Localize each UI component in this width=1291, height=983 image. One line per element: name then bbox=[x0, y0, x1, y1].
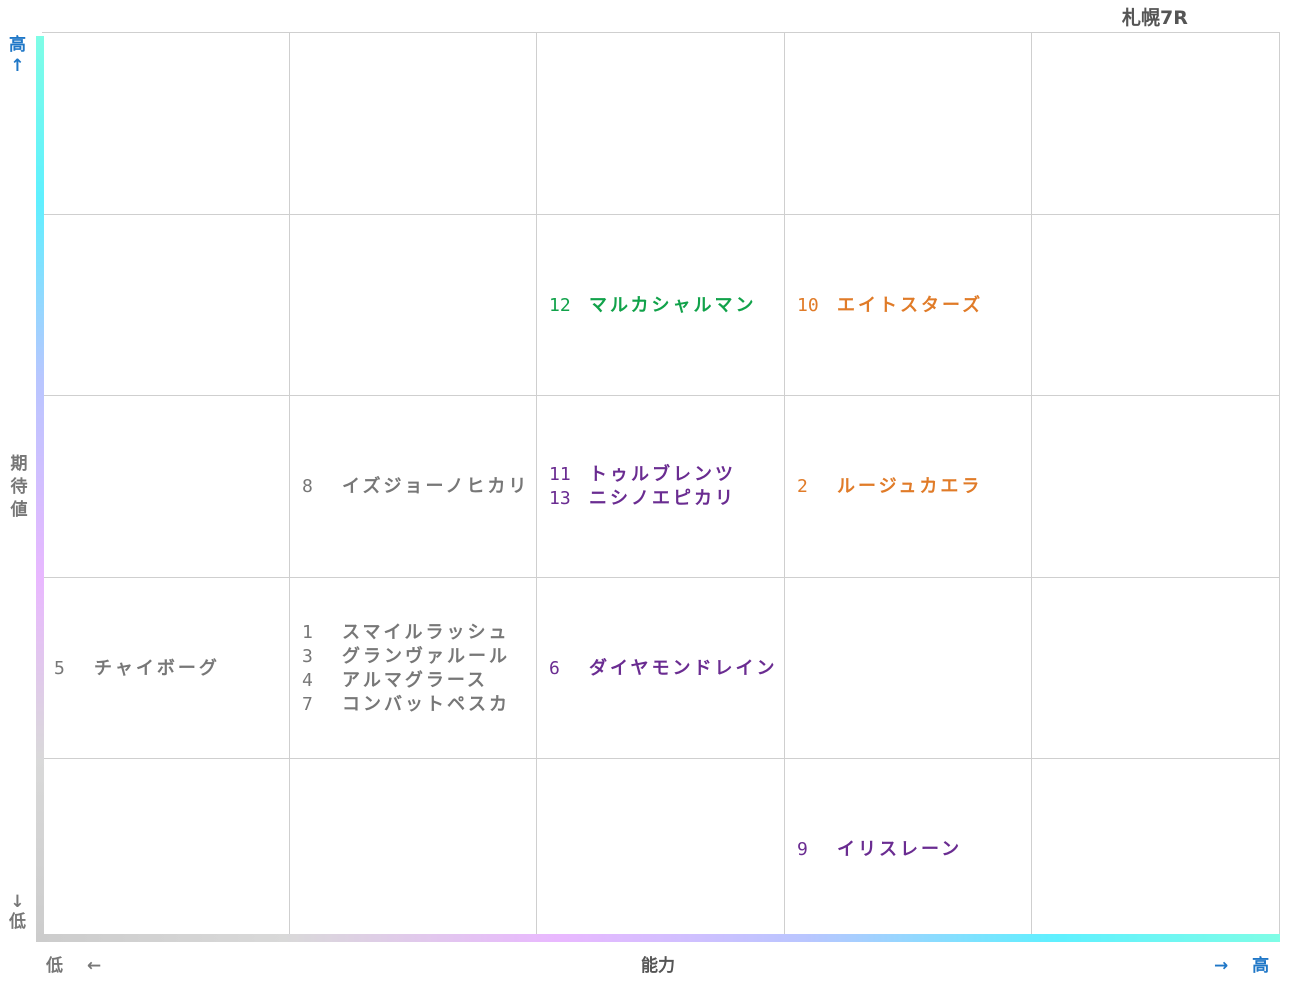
grid-cell bbox=[785, 215, 1032, 396]
grid-cell bbox=[785, 578, 1032, 759]
grid-cell bbox=[537, 33, 785, 215]
up-arrow-icon: ↑ bbox=[10, 56, 25, 76]
grid-cell bbox=[1032, 33, 1280, 215]
horse-number: 10 bbox=[797, 294, 819, 316]
grid-cell bbox=[42, 215, 290, 396]
grid-cell bbox=[42, 396, 290, 578]
horse-group: 5 チャイボーグ bbox=[54, 657, 220, 681]
grid-cell bbox=[42, 578, 290, 759]
y-axis-title: 期待値 bbox=[9, 453, 31, 522]
grid-cell bbox=[1032, 578, 1280, 759]
horse-number: 2 bbox=[797, 476, 808, 497]
horse-number: 12 bbox=[549, 294, 571, 316]
grid-cell bbox=[42, 759, 290, 941]
y-axis-label: 期待値 bbox=[10, 454, 28, 520]
horse-entry: 13 ニシノエピカリ bbox=[549, 487, 736, 511]
grid-cell bbox=[290, 759, 537, 941]
horse-group: 1 スマイルラッシュ 3 グランヴァルール 4 アルマグラース 7 コンバットペスカ bbox=[302, 621, 510, 717]
horse-name: ルージュカエラ bbox=[837, 476, 983, 497]
grid-cell bbox=[537, 759, 785, 941]
horse-group: 2 ルージュカエラ bbox=[797, 475, 982, 499]
horse-group: 10 エイトスターズ bbox=[797, 294, 983, 318]
horse-number: 9 bbox=[797, 839, 808, 860]
quadrant-chart: 12 マルカシャルマン 10 エイトスターズ 8 イズジョーノヒカリ 11 トゥルブレンツ 13… bbox=[42, 32, 1280, 941]
x-axis-label: 能力 bbox=[641, 956, 675, 976]
horse-entry: 1 スマイルラッシュ bbox=[302, 621, 510, 645]
grid-cell bbox=[785, 396, 1032, 578]
grid-cell bbox=[537, 578, 785, 759]
left-arrow-icon: ← bbox=[86, 956, 102, 976]
horse-name: ダイヤモンドレイン bbox=[589, 657, 778, 679]
horse-name: トゥルブレンツ bbox=[589, 464, 736, 485]
x-low-text: 低 bbox=[46, 956, 63, 976]
x-high-text: 高 bbox=[1252, 956, 1270, 976]
right-arrow-icon: → bbox=[1214, 956, 1229, 976]
y-axis-high: 高 ↑ bbox=[9, 34, 26, 75]
horse-number: 5 bbox=[54, 657, 65, 679]
horse-name: グランヴァルール bbox=[342, 645, 510, 667]
chart-title: 札幌7R bbox=[1122, 7, 1188, 29]
horse-entry: 2 ルージュカエラ bbox=[797, 475, 982, 499]
grid-cell bbox=[290, 215, 537, 396]
grid-cell bbox=[1032, 759, 1280, 941]
grid-cell bbox=[785, 33, 1032, 215]
horse-name: チャイボーグ bbox=[94, 657, 220, 679]
grid-cell bbox=[290, 396, 537, 578]
grid-cell bbox=[290, 33, 537, 215]
horse-group: 6 ダイヤモンドレイン bbox=[549, 657, 777, 681]
horse-name: マルカシャルマン bbox=[589, 294, 757, 316]
y-high-text: 高 bbox=[9, 35, 26, 55]
horse-number: 3 bbox=[302, 645, 313, 667]
horse-entry: 11 トゥルブレンツ bbox=[549, 463, 736, 487]
down-arrow-icon: ↓ bbox=[10, 892, 25, 912]
horse-name: コンバットペスカ bbox=[342, 693, 510, 715]
y-low-text: 低 bbox=[9, 912, 26, 932]
grid-cell bbox=[290, 578, 537, 759]
grid-cell bbox=[537, 215, 785, 396]
horse-number: 1 bbox=[302, 621, 313, 643]
horse-name: ニシノエピカリ bbox=[589, 488, 736, 509]
grid-cell bbox=[1032, 215, 1280, 396]
horse-entry: 5 チャイボーグ bbox=[54, 657, 220, 681]
horse-name: イズジョーノヒカリ bbox=[342, 476, 530, 497]
horse-name: イリスレーン bbox=[837, 839, 963, 860]
horse-entry: 8 イズジョーノヒカリ bbox=[302, 475, 529, 499]
horse-name: エイトスターズ bbox=[837, 294, 984, 316]
horse-number: 11 bbox=[549, 464, 571, 485]
horse-group: 8 イズジョーノヒカリ bbox=[302, 475, 529, 499]
horse-number: 7 bbox=[302, 693, 313, 715]
horse-entry: 7 コンバットペスカ bbox=[302, 693, 510, 717]
horse-group: 11 トゥルブレンツ 13 ニシノエピカリ bbox=[549, 463, 736, 511]
horse-number: 6 bbox=[549, 657, 560, 679]
grid-cell bbox=[1032, 396, 1280, 578]
y-axis-low: ↓ 低 bbox=[9, 893, 26, 934]
horse-group: 12 マルカシャルマン bbox=[549, 294, 756, 318]
horse-number: 4 bbox=[302, 669, 313, 691]
grid-cell bbox=[537, 396, 785, 578]
horse-entry: 4 アルマグラース bbox=[302, 669, 510, 693]
horse-group: 9 イリスレーン bbox=[797, 838, 962, 862]
horse-entry: 12 マルカシャルマン bbox=[549, 294, 756, 318]
x-axis-high: → 高 bbox=[1214, 951, 1269, 976]
horse-name: アルマグラース bbox=[342, 669, 488, 691]
horse-entry: 10 エイトスターズ bbox=[797, 294, 983, 318]
horse-number: 8 bbox=[302, 476, 313, 497]
horse-entry: 9 イリスレーン bbox=[797, 838, 962, 862]
horse-entry: 6 ダイヤモンドレイン bbox=[549, 657, 777, 681]
horse-number: 13 bbox=[549, 488, 571, 509]
x-axis-low: 低 ← bbox=[46, 951, 101, 976]
horse-entry: 3 グランヴァルール bbox=[302, 645, 510, 669]
horse-name: スマイルラッシュ bbox=[342, 621, 510, 643]
grid-cell bbox=[42, 33, 290, 215]
